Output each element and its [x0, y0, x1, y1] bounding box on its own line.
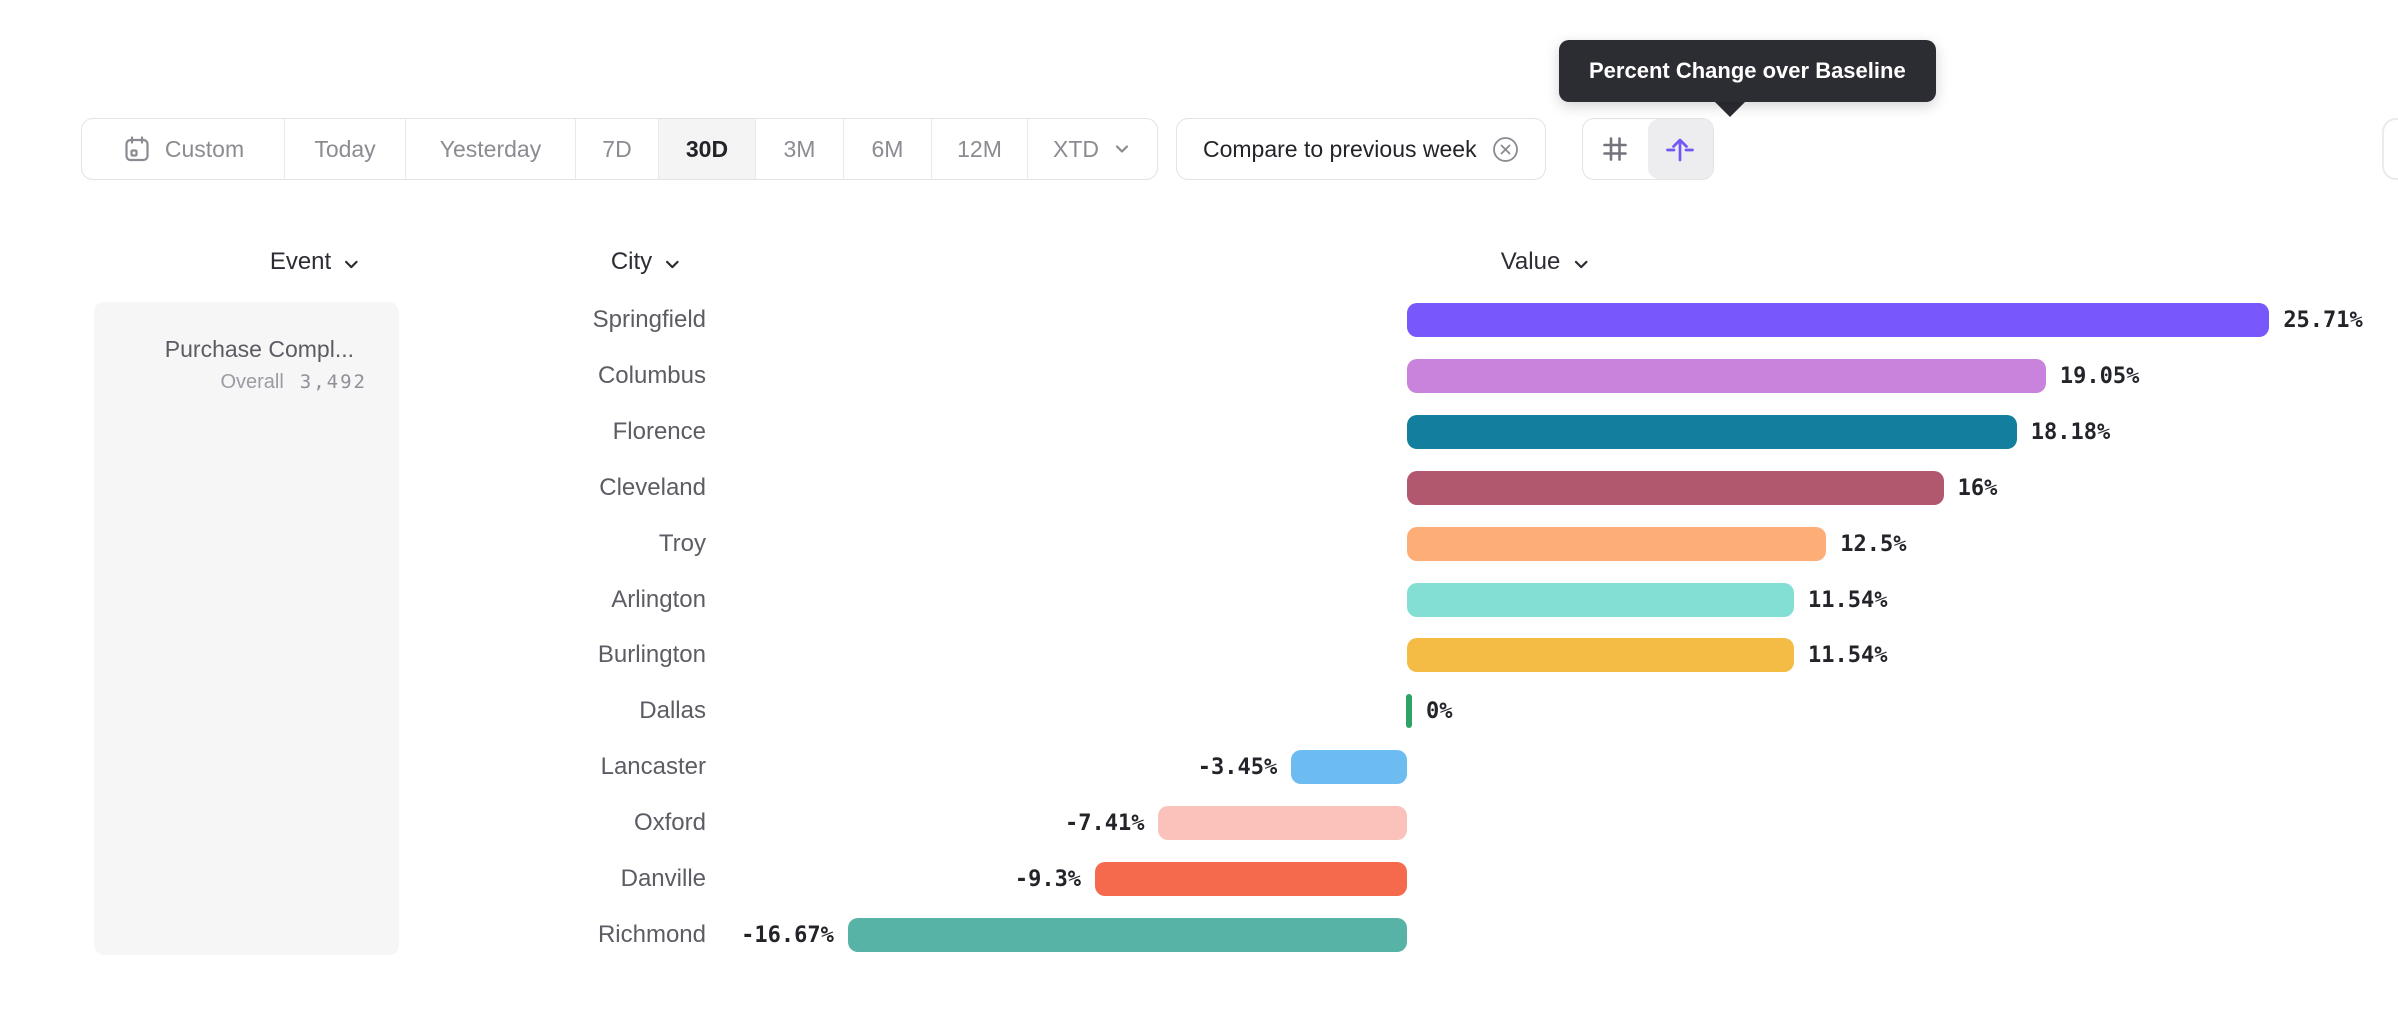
- date-range-label: 3M: [783, 135, 816, 162]
- city-label: Arlington: [611, 585, 706, 613]
- tooltip-arrow: [1713, 100, 1747, 117]
- bar[interactable]: [1407, 470, 1944, 505]
- chevron-down-icon: [1112, 139, 1132, 159]
- bar[interactable]: [1407, 358, 2046, 393]
- bar[interactable]: [1407, 582, 1795, 617]
- date-range-12m[interactable]: 12M: [932, 119, 1028, 179]
- overall-value: 3,492: [299, 371, 367, 393]
- value-label: 16%: [1957, 475, 1998, 501]
- column-header-label: Event: [269, 248, 332, 275]
- value-label: -7.41%: [1064, 811, 1145, 837]
- overall-label: Overall: [220, 371, 284, 393]
- bar[interactable]: [1095, 862, 1407, 896]
- date-range-7d[interactable]: 7D: [576, 119, 659, 179]
- date-range-today[interactable]: Today: [285, 119, 406, 179]
- value-label: 19.05%: [2059, 363, 2140, 389]
- value-label: 11.54%: [1808, 643, 1888, 669]
- value-label: -3.45%: [1197, 755, 1278, 781]
- date-range-xtd[interactable]: XTD: [1028, 119, 1157, 179]
- compare-chip-label: Compare to previous week: [1203, 135, 1477, 162]
- bar[interactable]: [1158, 806, 1407, 841]
- event-card[interactable]: Purchase Compl... Overall 3,492: [94, 302, 399, 955]
- date-range-yesterday[interactable]: Yesterday: [406, 119, 576, 179]
- column-header-city[interactable]: City: [611, 248, 683, 276]
- toggle-percent-change-over-baseline[interactable]: [1647, 119, 1713, 179]
- bar[interactable]: [847, 917, 1407, 952]
- city-label: Burlington: [597, 641, 706, 669]
- city-label: Columbus: [597, 361, 706, 389]
- bar[interactable]: [1407, 526, 1827, 561]
- date-range-custom[interactable]: Custom: [82, 119, 285, 179]
- toggle-absolute-numbers[interactable]: [1583, 119, 1648, 179]
- value-label: 18.18%: [2030, 419, 2111, 445]
- tooltip-percent-change: Percent Change over Baseline: [1559, 40, 1936, 102]
- column-header-event[interactable]: Event: [270, 248, 362, 276]
- city-label: Florence: [612, 417, 706, 445]
- event-title: Purchase Compl...: [164, 336, 354, 362]
- bar[interactable]: [1407, 638, 1795, 673]
- date-range-label: Custom: [164, 135, 245, 162]
- baseline-arrow-icon: [1664, 133, 1696, 165]
- value-label: 25.71%: [2283, 308, 2363, 333]
- value-label: 11.54%: [1808, 587, 1888, 613]
- date-range-6m[interactable]: 6M: [844, 119, 932, 179]
- city-label: Cleveland: [599, 473, 706, 501]
- date-range-label: 6M: [871, 135, 904, 162]
- calendar-icon: [122, 134, 152, 164]
- city-label: Lancaster: [600, 753, 706, 781]
- chevron-down-icon: [341, 250, 362, 275]
- date-range-label: XTD: [1053, 135, 1099, 162]
- close-circle-icon[interactable]: [1492, 136, 1519, 163]
- bar[interactable]: [1407, 414, 2017, 449]
- date-range-3m[interactable]: 3M: [756, 119, 844, 179]
- column-header-label: City: [610, 248, 653, 275]
- date-range-30d[interactable]: 30D: [659, 119, 756, 179]
- date-range-label: 12M: [957, 135, 1002, 162]
- bar[interactable]: [1291, 750, 1407, 785]
- hash-icon: [1600, 134, 1630, 164]
- date-range-label: Today: [314, 135, 376, 162]
- column-header-label: Value: [1500, 248, 1561, 275]
- city-label: Richmond: [597, 920, 706, 948]
- column-header-value[interactable]: Value: [1501, 248, 1592, 276]
- city-label: Springfield: [592, 306, 706, 333]
- bar[interactable]: [1406, 694, 1412, 729]
- date-range-label: 7D: [602, 135, 632, 162]
- toolbar: Custom Today Yesterday 7D 30D 3M 6M 12M …: [81, 118, 1714, 180]
- compare-chip[interactable]: Compare to previous week: [1176, 118, 1546, 180]
- city-label: Troy: [658, 529, 706, 557]
- chevron-down-icon: [662, 250, 683, 275]
- chevron-down-icon: [1570, 250, 1591, 275]
- date-range-label: 30D: [685, 135, 729, 162]
- value-display-toggle: [1581, 118, 1714, 180]
- city-label: Oxford: [633, 809, 706, 837]
- city-label: Dallas: [639, 697, 706, 725]
- value-label: -16.67%: [741, 922, 834, 948]
- value-label: -9.3%: [1014, 867, 1082, 892]
- partial-button-right-edge[interactable]: [2382, 118, 2398, 180]
- bar[interactable]: [1407, 303, 2270, 337]
- value-label: 0%: [1426, 699, 1453, 725]
- value-label: 12.5%: [1840, 531, 1907, 557]
- city-label: Danville: [620, 865, 706, 892]
- event-overall-row: Overall 3,492: [94, 371, 399, 394]
- date-range-picker: Custom Today Yesterday 7D 30D 3M 6M 12M …: [81, 118, 1158, 180]
- date-range-label: Yesterday: [439, 135, 542, 162]
